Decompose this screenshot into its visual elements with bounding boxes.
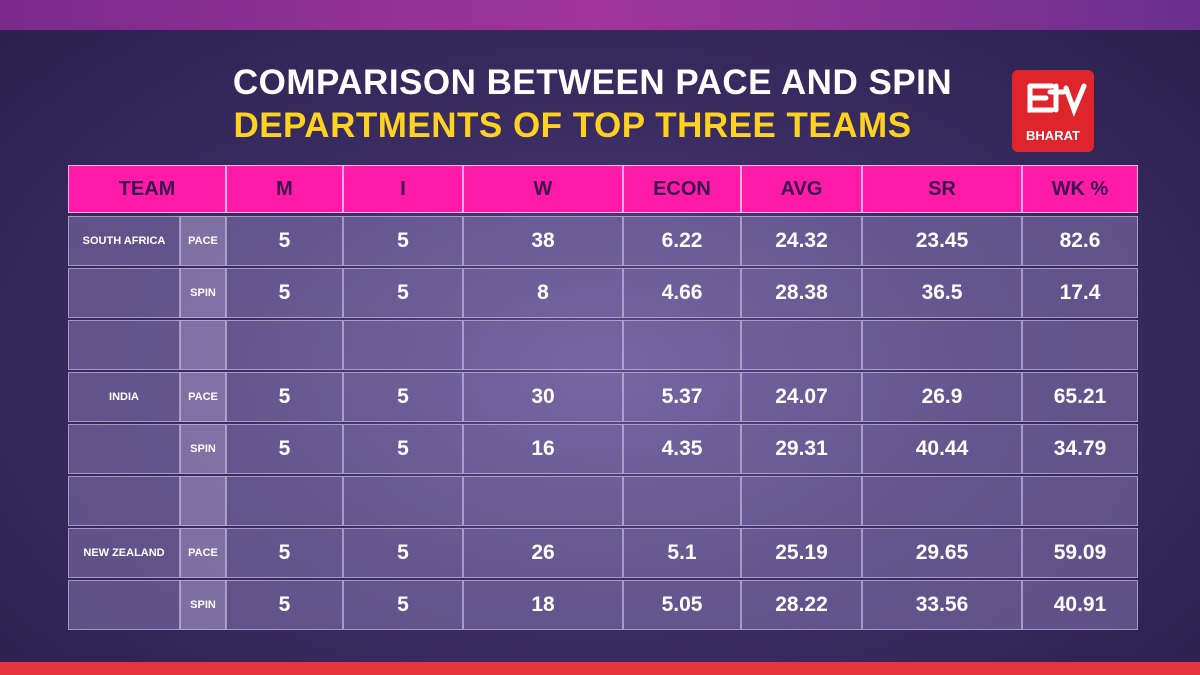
value-cell: 5 bbox=[226, 528, 343, 578]
value-cell: 30 bbox=[463, 372, 623, 422]
header-cell: AVG bbox=[741, 165, 862, 213]
header-cell: ECON bbox=[623, 165, 741, 213]
logo: BHARAT bbox=[1012, 70, 1094, 152]
value-cell: 65.21 bbox=[1022, 372, 1138, 422]
type-cell: PACE bbox=[180, 528, 226, 578]
header-cell: W bbox=[463, 165, 623, 213]
empty-cell bbox=[463, 320, 623, 370]
value-cell: 26 bbox=[463, 528, 623, 578]
value-cell: 59.09 bbox=[1022, 528, 1138, 578]
value-cell: 5 bbox=[343, 528, 463, 578]
empty-cell bbox=[862, 320, 1022, 370]
value-cell: 17.4 bbox=[1022, 268, 1138, 318]
empty-cell bbox=[1022, 320, 1138, 370]
value-cell: 5 bbox=[343, 216, 463, 266]
empty-cell bbox=[180, 320, 226, 370]
value-cell: 16 bbox=[463, 424, 623, 474]
value-cell: 82.6 bbox=[1022, 216, 1138, 266]
type-cell: PACE bbox=[180, 216, 226, 266]
empty-cell bbox=[343, 476, 463, 526]
team-cell: INDIA bbox=[68, 372, 180, 422]
type-cell: PACE bbox=[180, 372, 226, 422]
top-band bbox=[0, 0, 1200, 30]
value-cell: 5 bbox=[343, 580, 463, 630]
bottom-band bbox=[0, 662, 1200, 675]
value-cell: 33.56 bbox=[862, 580, 1022, 630]
team-cell bbox=[68, 424, 180, 474]
logo-text: BHARAT bbox=[1026, 128, 1080, 143]
value-cell: 5 bbox=[226, 216, 343, 266]
value-cell: 36.5 bbox=[862, 268, 1022, 318]
value-cell: 25.19 bbox=[741, 528, 862, 578]
value-cell: 40.91 bbox=[1022, 580, 1138, 630]
value-cell: 5.37 bbox=[623, 372, 741, 422]
header-cell: TEAM bbox=[68, 165, 226, 213]
value-cell: 26.9 bbox=[862, 372, 1022, 422]
team-cell: NEW ZEALAND bbox=[68, 528, 180, 578]
value-cell: 29.65 bbox=[862, 528, 1022, 578]
empty-cell bbox=[741, 476, 862, 526]
value-cell: 28.22 bbox=[741, 580, 862, 630]
empty-cell bbox=[862, 476, 1022, 526]
empty-cell bbox=[226, 476, 343, 526]
empty-cell bbox=[623, 476, 741, 526]
value-cell: 5.05 bbox=[623, 580, 741, 630]
team-cell bbox=[68, 580, 180, 630]
team-cell bbox=[68, 268, 180, 318]
header-cell: M bbox=[226, 165, 343, 213]
empty-cell bbox=[343, 320, 463, 370]
header-cell: SR bbox=[862, 165, 1022, 213]
value-cell: 5 bbox=[226, 372, 343, 422]
value-cell: 24.32 bbox=[741, 216, 862, 266]
empty-cell bbox=[180, 476, 226, 526]
value-cell: 23.45 bbox=[862, 216, 1022, 266]
empty-cell bbox=[68, 320, 180, 370]
empty-cell bbox=[1022, 476, 1138, 526]
value-cell: 6.22 bbox=[623, 216, 741, 266]
empty-cell bbox=[68, 476, 180, 526]
empty-cell bbox=[226, 320, 343, 370]
value-cell: 18 bbox=[463, 580, 623, 630]
type-cell: SPIN bbox=[180, 580, 226, 630]
value-cell: 4.35 bbox=[623, 424, 741, 474]
value-cell: 5 bbox=[226, 268, 343, 318]
empty-cell bbox=[623, 320, 741, 370]
value-cell: 34.79 bbox=[1022, 424, 1138, 474]
team-cell: SOUTH AFRICA bbox=[68, 216, 180, 266]
value-cell: 38 bbox=[463, 216, 623, 266]
logo-glyph bbox=[1027, 83, 1087, 117]
value-cell: 4.66 bbox=[623, 268, 741, 318]
value-cell: 40.44 bbox=[862, 424, 1022, 474]
value-cell: 24.07 bbox=[741, 372, 862, 422]
value-cell: 5.1 bbox=[623, 528, 741, 578]
value-cell: 5 bbox=[343, 424, 463, 474]
title: COMPARISON BETWEEN PACE AND SPIN bbox=[232, 63, 953, 102]
value-cell: 28.38 bbox=[741, 268, 862, 318]
value-cell: 5 bbox=[226, 424, 343, 474]
type-cell: SPIN bbox=[180, 424, 226, 474]
header-cell: I bbox=[343, 165, 463, 213]
empty-cell bbox=[463, 476, 623, 526]
type-cell: SPIN bbox=[180, 268, 226, 318]
subtitle: DEPARTMENTS OF TOP THREE TEAMS bbox=[233, 106, 912, 145]
value-cell: 5 bbox=[343, 372, 463, 422]
header-cell: WK % bbox=[1022, 165, 1138, 213]
empty-cell bbox=[741, 320, 862, 370]
value-cell: 8 bbox=[463, 268, 623, 318]
value-cell: 5 bbox=[343, 268, 463, 318]
value-cell: 5 bbox=[226, 580, 343, 630]
value-cell: 29.31 bbox=[741, 424, 862, 474]
